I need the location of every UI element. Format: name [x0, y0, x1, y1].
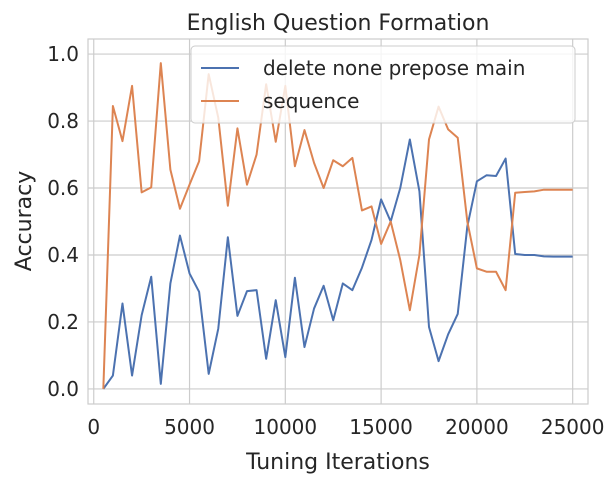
- x-tick-label: 15000: [349, 415, 413, 439]
- legend-label: sequence: [263, 89, 359, 113]
- series-line-2: [102, 62, 573, 389]
- x-axis: 0 5000 10000 15000 20000 25000: [87, 415, 604, 439]
- y-tick-label: 0.4: [47, 243, 79, 267]
- plot-area: [87, 38, 589, 405]
- series-layer: [102, 62, 573, 390]
- x-tick-label: 0: [87, 415, 100, 439]
- x-tick-label: 10000: [254, 415, 318, 439]
- y-tick-label: 1.0: [47, 42, 79, 66]
- legend: delete none prepose main sequence: [190, 45, 576, 124]
- y-tick-label: 0.2: [47, 310, 79, 334]
- y-tick-label: 0.8: [47, 109, 79, 133]
- x-axis-label: Tuning Iterations: [245, 450, 430, 475]
- legend-label: delete none prepose main: [263, 56, 525, 80]
- x-tick-label: 25000: [541, 415, 605, 439]
- y-tick-label: 0.6: [47, 176, 79, 200]
- x-tick-label: 5000: [164, 415, 215, 439]
- y-axis: 0.0 0.2 0.4 0.6 0.8 1.0: [47, 42, 79, 401]
- x-tick-label: 20000: [445, 415, 509, 439]
- y-tick-label: 0.0: [47, 377, 79, 401]
- chart-title: English Question Formation: [187, 11, 490, 36]
- legend-frame: [190, 45, 576, 124]
- series-line-1: [102, 138, 573, 390]
- y-axis-label: Accuracy: [12, 171, 37, 271]
